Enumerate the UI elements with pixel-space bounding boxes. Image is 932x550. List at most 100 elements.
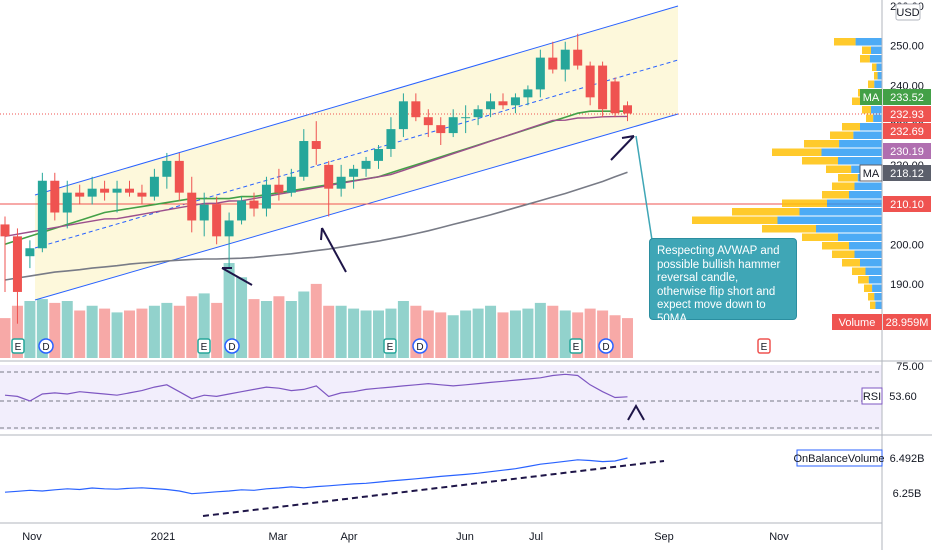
dividend-marker[interactable] <box>224 338 240 354</box>
dividend-marker[interactable] <box>412 338 428 354</box>
volume-bar <box>348 308 360 358</box>
candle-body <box>560 49 570 70</box>
candle-body <box>87 188 97 197</box>
vp-up-bar <box>852 267 866 275</box>
volume-bar <box>435 312 447 358</box>
avwap-line <box>4 115 628 237</box>
time-tick-label: Sep <box>654 531 674 543</box>
overlay-labels: MA 233.52 232.93 232.69 230.19 MA 218.12 210.10… <box>832 89 931 330</box>
vp-up-bar <box>802 233 838 241</box>
volume-bar <box>360 310 372 358</box>
currency-box[interactable] <box>895 3 921 21</box>
vp-down-bar <box>839 140 882 148</box>
candle-body <box>598 65 608 110</box>
overlay-name-box <box>860 89 882 105</box>
volume-bar <box>472 308 484 358</box>
overlay-name-box <box>859 164 883 182</box>
candle-body <box>212 204 222 237</box>
vp-down-bar <box>874 80 882 88</box>
candle-body <box>361 160 371 169</box>
vp-up-bar <box>782 199 827 207</box>
candle-body <box>623 105 632 114</box>
regression-channel-fill <box>35 6 678 300</box>
candle-body <box>299 141 309 177</box>
overlay-value-box <box>883 196 931 212</box>
volume-bar <box>111 312 123 358</box>
time-tick-label: Apr <box>340 531 357 543</box>
volume-bar <box>136 308 148 358</box>
channel-upper-line <box>34 5 679 196</box>
candle-body <box>261 184 271 209</box>
vp-up-bar <box>872 63 877 71</box>
overlay-value: 232.69 <box>890 126 924 138</box>
volume-bar <box>534 302 546 358</box>
candle-body <box>50 180 60 213</box>
volume-bar <box>485 305 497 358</box>
volume-bar <box>447 315 459 358</box>
candle-body <box>523 89 533 98</box>
volume-bar <box>323 305 335 358</box>
candle-body <box>398 101 408 130</box>
rsi-band <box>0 365 882 430</box>
obv-tick: 6.25B <box>893 488 922 500</box>
earnings-marker[interactable] <box>757 338 771 354</box>
volume-bar <box>497 312 509 358</box>
candle-body <box>448 117 458 134</box>
overlay-value: 232.93 <box>890 109 924 121</box>
volume-bar <box>248 299 260 358</box>
overlay-value: 28.959M <box>886 317 929 329</box>
arrow-2-head <box>320 227 323 241</box>
time-tick-label: Nov <box>769 531 789 543</box>
rsi-value: 53.60 <box>889 391 917 403</box>
volume-bar <box>622 318 633 358</box>
volume-bar <box>547 305 559 358</box>
vp-down-bar <box>849 191 882 199</box>
dividend-marker[interactable] <box>38 338 54 354</box>
volume-bar <box>460 310 472 358</box>
vp-up-bar <box>830 131 854 139</box>
vp-down-bar <box>860 259 882 267</box>
volume-bar <box>335 305 347 358</box>
candle-body <box>324 164 334 189</box>
marker-label: E <box>761 342 768 353</box>
earnings-marker[interactable] <box>383 338 397 354</box>
candle-body <box>585 65 595 98</box>
earnings-marker[interactable] <box>11 338 25 354</box>
overlay-value: 233.52 <box>890 92 924 104</box>
dividend-marker[interactable] <box>598 338 614 354</box>
volume-bar <box>236 277 248 358</box>
volume-bar <box>397 301 409 358</box>
candle-body <box>187 192 197 221</box>
volume-bar <box>310 283 322 358</box>
vp-up-bar <box>826 165 852 173</box>
volume-bar <box>198 293 210 358</box>
vp-up-bar <box>870 301 876 309</box>
candle-body <box>311 141 321 149</box>
earnings-marker[interactable] <box>197 338 211 354</box>
arrow-1 <box>221 267 253 286</box>
ma-200-line <box>4 171 628 281</box>
vp-up-bar <box>866 114 874 122</box>
vp-up-bar <box>842 259 860 267</box>
obv-value: 6.492B <box>890 453 925 465</box>
volume-bar <box>61 301 73 358</box>
volume-bar <box>49 302 61 358</box>
vp-down-bar <box>869 55 882 63</box>
overlay-value-box <box>883 123 931 139</box>
earnings-marker[interactable] <box>569 338 583 354</box>
marker-label: E <box>15 342 22 353</box>
volume-bar <box>211 302 223 358</box>
overlay-name: Volume <box>839 317 876 329</box>
vp-down-bar <box>871 106 882 114</box>
volume-bar <box>148 305 160 358</box>
candle-body <box>149 176 159 197</box>
arrow-rsi <box>627 403 645 421</box>
candle-body <box>411 101 421 118</box>
vp-up-bar <box>838 174 858 182</box>
candle-body <box>199 204 209 221</box>
rsi-name-box <box>861 387 883 405</box>
volume-bar <box>373 310 384 358</box>
volume-bars <box>0 263 633 358</box>
